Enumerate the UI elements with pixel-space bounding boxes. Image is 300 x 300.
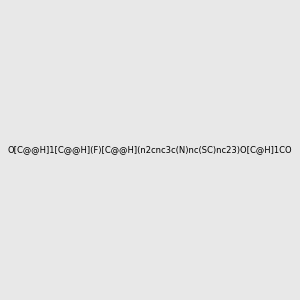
Text: O[C@@H]1[C@@H](F)[C@@H](n2cnc3c(N)nc(SC)nc23)O[C@H]1CO: O[C@@H]1[C@@H](F)[C@@H](n2cnc3c(N)nc(SC)…	[8, 146, 292, 154]
